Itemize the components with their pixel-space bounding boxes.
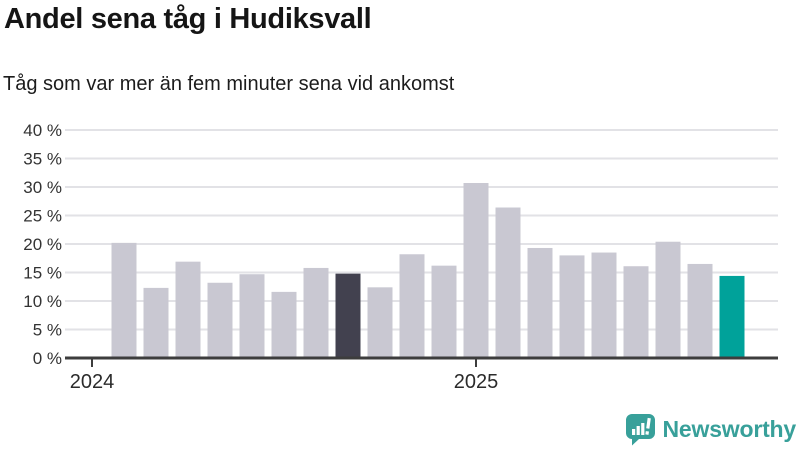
bar-default [239,274,265,358]
bar-default [367,287,393,358]
logo-bar-3 [640,423,644,435]
bar-default [111,242,137,358]
y-axis-tick-label: 25 % [23,207,62,226]
newsworthy-wordmark: Newsworthy [662,416,797,442]
bar-accent [719,275,745,358]
y-axis-tick-label: 10 % [23,292,62,311]
bar-default [143,287,169,358]
y-axis-tick-label: 5 % [33,321,62,340]
bar-default [303,267,329,358]
x-axis-tick-label: 2025 [454,371,499,393]
x-axis-tick-label: 2024 [70,371,115,393]
y-axis-tick-label: 30 % [23,178,62,197]
y-axis-tick-label: 35 % [23,150,62,169]
bar-default [207,282,233,358]
bar-dark [335,273,361,358]
logo-bar-1 [631,429,635,435]
y-axis-tick-label: 0 % [33,349,62,368]
bar-default [687,263,713,358]
newsworthy-brand: Newsworthy [625,413,796,446]
chart-subtitle: Tåg som var mer än fem minuter sena vid … [3,73,455,95]
chart-title: Andel sena tåg i Hudiksvall [4,3,372,35]
bar-default [655,241,681,358]
bar-default [271,291,297,358]
bar-default [175,261,201,358]
bar-default [527,247,553,358]
logo-exclamation [644,417,651,435]
bar-default [591,252,617,358]
logo-bar-2 [636,426,640,435]
bar-default [399,254,425,358]
y-axis-tick-label: 20 % [23,235,62,254]
bar-default [623,266,649,358]
bar-chart-canvas: 0 % 5 % 10 % 15 % 20 % 25 % 30 % 35 % 40 % 2024 20… [23,121,778,393]
bar-default [431,265,457,358]
y-axis-tick-label: 15 % [23,264,62,283]
bar-default [463,183,489,358]
bar-default [559,255,585,358]
newsworthy-logo-icon [625,414,655,446]
bar-default [495,207,521,358]
y-axis-tick-label: 40 % [23,121,62,140]
